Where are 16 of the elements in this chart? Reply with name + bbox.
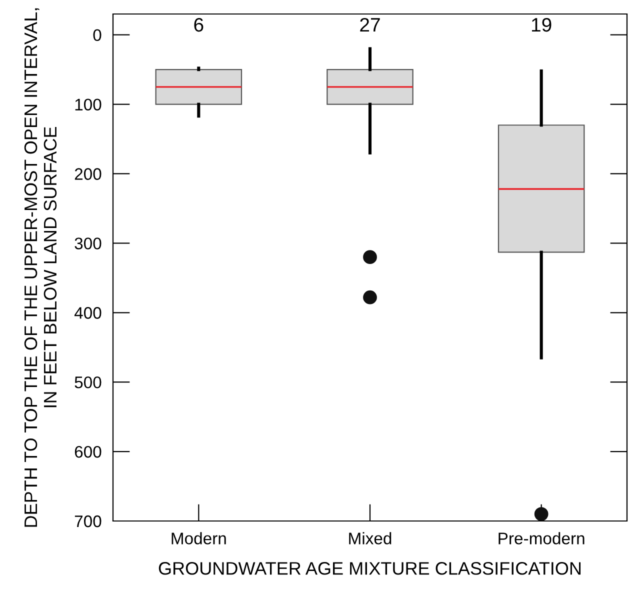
y-axis-title: DEPTH TO TOP THE OF THE UPPER-MOST OPEN INTERVAL, IN FEET BELOW LAND SURFACE (24, 8, 57, 527)
y-tick-label: 700 (74, 515, 102, 528)
x-axis-title: GROUNDWATER AGE MIXTURE CLASSIFICATION (158, 562, 581, 575)
annotation: 27 (360, 18, 380, 32)
x-tick-label: Pre-modern (498, 532, 584, 544)
y-tick-label: 100 (75, 98, 102, 110)
annotation: 6 (194, 18, 204, 32)
x-tick-label: Modern (172, 532, 226, 544)
x-tick-label: Mixed (349, 532, 392, 544)
y-tick-label: 500 (74, 376, 102, 388)
y-tick-label: 0 (93, 29, 102, 42)
y-tick-label: 300 (74, 238, 102, 250)
y-tick-label: 600 (74, 446, 102, 458)
y-tick-label: 200 (74, 168, 102, 180)
y-tick-label: 400 (74, 307, 102, 319)
annotation: 19 (532, 18, 552, 32)
